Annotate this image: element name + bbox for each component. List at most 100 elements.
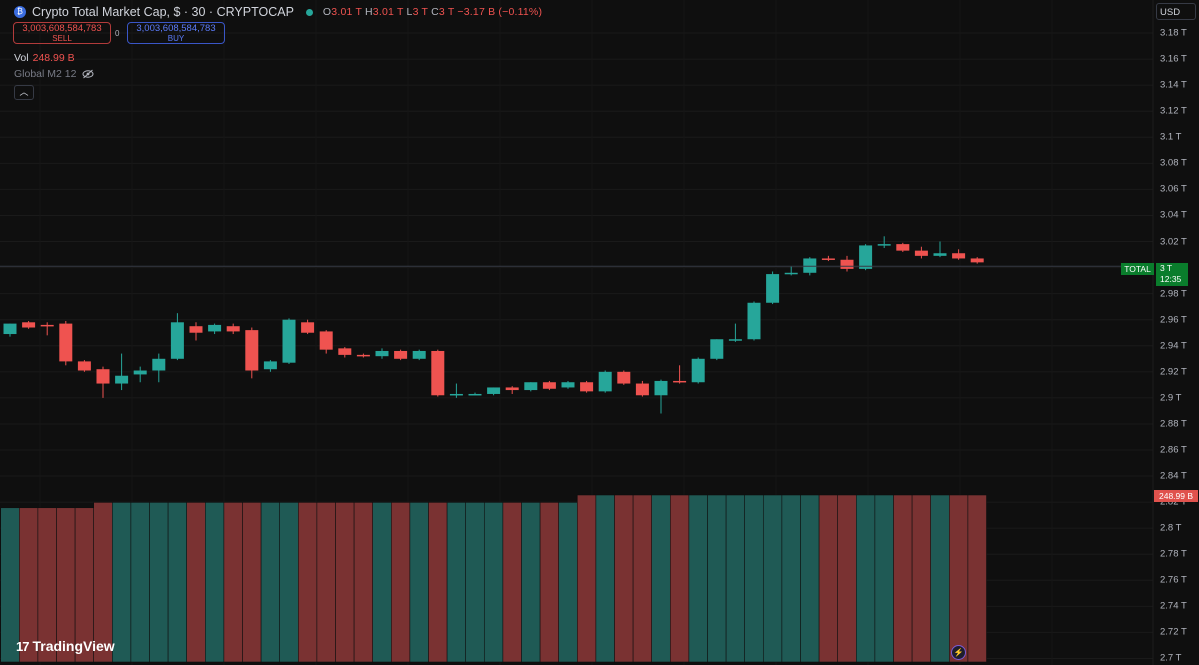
price-tick: 3.06 T — [1160, 183, 1187, 195]
volume-bar — [112, 502, 132, 663]
volume-bar — [948, 494, 969, 663]
tradingview-logo-text: TradingView — [32, 638, 115, 654]
candle — [412, 349, 426, 361]
candle-body — [896, 244, 910, 251]
price-tick: 2.8 T — [1160, 522, 1182, 534]
candle — [115, 353, 129, 391]
candle — [673, 365, 687, 384]
volume-bar — [930, 494, 950, 663]
volume-bar — [576, 494, 597, 663]
candle — [170, 313, 184, 361]
currency-select[interactable]: USD — [1156, 3, 1196, 20]
candle-body — [356, 354, 370, 357]
candle-body — [282, 319, 296, 363]
candle — [3, 323, 17, 337]
volume-bar — [223, 502, 243, 663]
candle — [580, 380, 594, 393]
candle-body — [952, 253, 966, 259]
volume-bar — [242, 502, 262, 663]
candle-body — [226, 326, 240, 332]
candle-body — [766, 274, 780, 303]
volume-bar — [483, 502, 504, 663]
candle — [59, 321, 73, 366]
volume-bar — [707, 494, 727, 663]
lightning-icon[interactable]: ⚡ — [951, 645, 966, 660]
candle — [710, 339, 724, 361]
candle-body — [40, 324, 54, 327]
candle — [152, 353, 166, 383]
candle-body — [821, 258, 835, 260]
volume-tag: 248.99 B — [1154, 490, 1198, 502]
buy-button[interactable]: 3,003,608,584,783 BUY — [127, 22, 225, 44]
candle — [952, 249, 966, 260]
volume-bar — [205, 502, 225, 663]
global-m2-indicator-legend[interactable]: Global M2 12 — [14, 68, 94, 80]
candle — [840, 255, 854, 272]
candle-body — [710, 339, 724, 359]
candle — [208, 323, 222, 335]
volume-bar — [688, 494, 708, 663]
candle-body — [505, 387, 519, 391]
volume-bar — [800, 494, 820, 663]
candle — [263, 360, 277, 372]
candle-body — [170, 322, 184, 359]
price-tick: 3.02 T — [1160, 236, 1187, 247]
price-tick: 3.18 T — [1160, 27, 1187, 39]
volume-bar — [260, 502, 281, 663]
candle-body — [580, 382, 594, 392]
tradingview-logo-icon: 17 — [16, 638, 30, 654]
sell-button[interactable]: 3,003,608,584,783 SELL — [13, 22, 111, 44]
symbol-title[interactable]: Crypto Total Market Cap, $ · 30 · CRYPTO… — [32, 5, 294, 19]
candle-body — [431, 350, 445, 396]
candle — [691, 357, 705, 384]
volume-indicator-legend[interactable]: Vol 248.99 B — [14, 52, 75, 64]
candle — [245, 327, 259, 379]
sell-label: SELL — [52, 34, 72, 43]
global-m2-label: Global M2 12 — [14, 68, 77, 80]
price-tick: 2.9 T — [1160, 392, 1182, 404]
ohlc-change: −3.17 B (−0.11%) — [457, 6, 543, 18]
candle — [282, 318, 296, 364]
candle — [524, 382, 538, 392]
price-tick: 2.88 T — [1160, 418, 1187, 430]
ohlc-low: 3 T — [412, 6, 428, 18]
volume-bar — [595, 494, 615, 663]
volume-bar — [372, 502, 392, 663]
volume-bar — [874, 494, 894, 663]
chevron-up-icon[interactable]: ︿ — [14, 85, 34, 100]
candle — [40, 322, 54, 336]
candle — [784, 266, 798, 276]
volume-bar — [521, 502, 541, 663]
ohlc-high-label: H — [365, 6, 373, 18]
volume-bar — [446, 502, 467, 663]
eye-slash-icon[interactable] — [82, 69, 94, 79]
candle-body — [728, 339, 742, 341]
ohlc-open: 3.01 T — [331, 6, 362, 18]
tradingview-logo[interactable]: 17 TradingView — [16, 638, 115, 654]
symbol-price-label: TOTAL — [1121, 263, 1154, 275]
volume-bar — [558, 502, 578, 663]
volume-bar — [335, 502, 355, 663]
volume-bar — [149, 502, 169, 663]
candle-body — [3, 323, 17, 335]
price-tick: 2.92 T — [1160, 366, 1187, 378]
candle-body — [189, 326, 203, 333]
price-tick: 2.72 T — [1160, 626, 1187, 638]
volume-bar — [762, 494, 783, 663]
candle — [635, 380, 649, 397]
volume-bars — [0, 494, 987, 663]
volume-bar — [614, 494, 634, 663]
candle-body — [859, 245, 873, 269]
bitcoin-coin-icon: ₿ — [14, 6, 26, 18]
candle-body — [635, 383, 649, 396]
candle — [356, 353, 370, 358]
candle-body — [133, 370, 147, 375]
candle — [617, 370, 631, 385]
buy-price: 3,003,608,584,783 — [136, 23, 216, 34]
candle-body — [449, 393, 463, 396]
candle-body — [561, 382, 575, 388]
volume-bar — [967, 494, 987, 663]
market-status-icon[interactable] — [305, 8, 313, 16]
price-tick: 2.86 T — [1160, 444, 1187, 456]
